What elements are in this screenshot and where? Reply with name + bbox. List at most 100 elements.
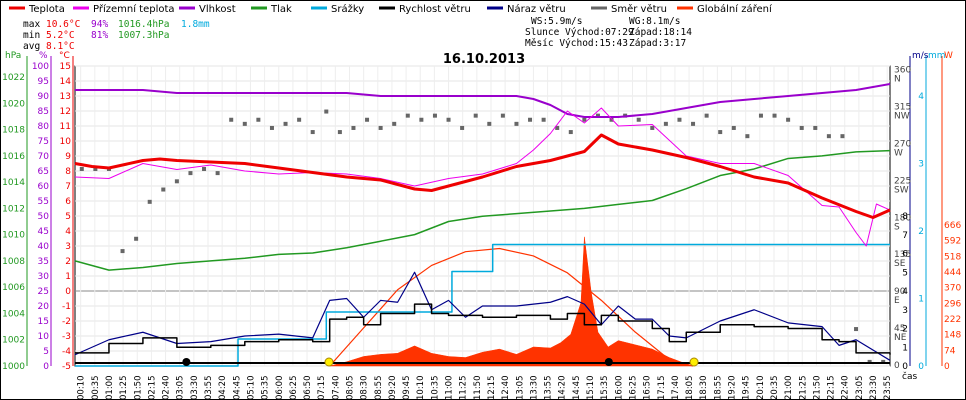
tick-pct-3: 85: [38, 107, 49, 117]
tick-time-38: 16:00: [614, 376, 624, 400]
tick-time-6: 02:40: [162, 376, 172, 400]
wind-dir-point-41: [636, 117, 641, 122]
tick-c-8: 7: [65, 182, 71, 192]
tick-c-3: 12: [60, 107, 71, 117]
wind-dir-point-59: [881, 359, 886, 364]
tick-c-9: 6: [65, 197, 71, 207]
wind-dir-point-36: [568, 130, 573, 135]
tick-time-49: 20:35: [770, 376, 780, 400]
tick-time-52: 21:50: [812, 376, 822, 400]
wind-dir-point-17: [310, 130, 315, 135]
wind-dir-point-29: [473, 113, 478, 118]
tick-time-0: 00:10: [77, 376, 87, 400]
series-theoretical-radiation: [329, 247, 694, 367]
tick-wm-6: 222: [944, 315, 961, 325]
tick-pct-13: 35: [38, 257, 49, 267]
wind-dir-point-24: [405, 113, 410, 118]
tick-time-35: 14:45: [572, 376, 582, 400]
tick-time-41: 17:15: [657, 376, 667, 400]
tick-hpa-2: 1018: [2, 126, 25, 136]
tick-time-28: 11:50: [473, 376, 483, 400]
tick-time-17: 07:15: [317, 376, 327, 400]
wind-dir-point-10: [215, 171, 220, 176]
tick-hpa-0: 1022: [2, 73, 25, 83]
tick-pct-12: 40: [38, 242, 50, 252]
wind-gust-info: WG:8.1m/s: [629, 16, 680, 27]
tick-ms2-6: 2: [902, 325, 908, 335]
tick-c-13: 2: [65, 257, 71, 267]
wind-dir-point-8: [188, 171, 193, 176]
series-precipitation: [75, 243, 890, 367]
axis-wm-title: W: [944, 51, 953, 61]
tick-wm-0: 666: [944, 221, 961, 231]
tick-time-10: 04:20: [218, 376, 228, 400]
stat-temp-avg: 8.1°C: [46, 41, 75, 52]
tick-time-4: 01:50: [133, 376, 143, 400]
tick-dir-2: 270: [894, 139, 911, 149]
tick-mm-2: 2: [918, 227, 924, 237]
tick-time-23: 09:45: [402, 376, 412, 400]
legend-label-6: Náraz větru: [507, 3, 566, 15]
wind-dir-point-12: [242, 121, 247, 126]
tick-dir-6: 90: [894, 287, 906, 297]
stat-rain-max: 1.8mm: [181, 19, 210, 30]
tick-dir-name-0: N: [894, 75, 901, 85]
tick-hpa-9: 1004: [2, 309, 25, 319]
tick-wm-3: 444: [944, 268, 961, 278]
tick-pct-5: 75: [38, 137, 49, 147]
tick-time-29: 12:15: [487, 376, 497, 400]
tick-pct-9: 55: [38, 197, 49, 207]
tick-time-53: 22:15: [827, 376, 837, 400]
tick-dir-3: 225: [894, 176, 911, 186]
wind-dir-point-51: [772, 113, 777, 118]
tick-time-42: 17:40: [671, 376, 681, 400]
tick-hpa-7: 1008: [2, 257, 25, 267]
wind-dir-point-58: [867, 359, 872, 364]
tick-time-48: 20:10: [756, 376, 766, 400]
tick-c-19: -4: [62, 347, 71, 357]
tick-time-46: 19:20: [728, 376, 738, 400]
tick-time-51: 21:25: [798, 376, 808, 400]
tick-pct-7: 65: [38, 167, 49, 177]
tick-dir-name-1: NW: [894, 111, 910, 121]
tick-time-56: 23:30: [869, 376, 879, 400]
tick-mm-1: 3: [918, 160, 924, 170]
tick-wm-7: 148: [944, 331, 961, 341]
wind-dir-point-30: [487, 121, 492, 126]
tick-time-18: 07:40: [331, 376, 341, 400]
wind-dir-point-7: [174, 179, 179, 184]
stat-label-min: min: [23, 30, 40, 41]
tick-time-30: 12:40: [501, 376, 511, 400]
wind-dir-point-6: [161, 187, 166, 192]
tick-pct-19: 5: [43, 347, 49, 357]
tick-wm-4: 370: [944, 284, 961, 294]
wind-dir-point-9: [202, 167, 207, 171]
tick-ms2-1: 7: [902, 231, 908, 241]
wind-dir-point-32: [514, 121, 519, 126]
tick-pct-16: 20: [38, 302, 50, 312]
wind-dir-point-11: [229, 117, 234, 122]
wind-dir-point-3: [120, 249, 125, 254]
tick-pct-14: 30: [38, 272, 50, 282]
tick-time-16: 06:50: [303, 376, 313, 400]
legend-label-1: Přízemní teplota: [93, 3, 175, 15]
tick-time-26: 11:00: [445, 376, 455, 400]
axis-hpa-title: hPa: [5, 51, 21, 61]
tick-time-57: 23:55: [883, 376, 893, 400]
time-axis-label: čas: [902, 371, 917, 382]
tick-hpa-10: 1002: [2, 336, 25, 346]
tick-dir-7: 45: [894, 324, 905, 334]
moonrise-marker: [604, 358, 613, 366]
tick-c-4: 11: [60, 122, 71, 132]
series-temperature: [74, 133, 891, 219]
tick-time-39: 16:25: [628, 376, 638, 400]
tick-c-14: 1: [65, 272, 71, 282]
series-wind-speed: [75, 303, 891, 355]
tick-time-9: 03:55: [204, 376, 214, 400]
legend-label-2: Vlhkost: [199, 4, 236, 15]
tick-wm-1: 592: [944, 237, 961, 247]
tick-dir-1: 315: [894, 102, 911, 112]
wind-dir-point-16: [297, 117, 302, 122]
tick-pct-4: 80: [38, 122, 50, 132]
tick-time-55: 23:05: [855, 376, 865, 400]
